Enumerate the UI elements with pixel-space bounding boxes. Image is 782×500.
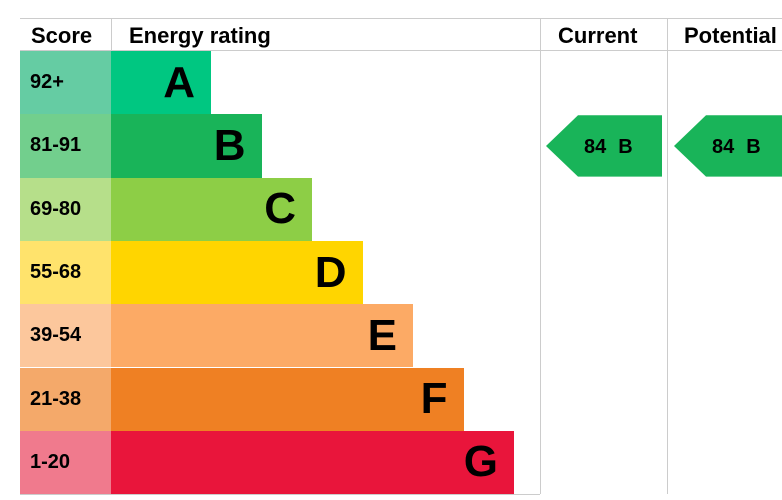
score-cell: 21-38 xyxy=(20,367,111,431)
current-arrow xyxy=(546,115,662,177)
potential-label: 84 B xyxy=(712,136,761,158)
rating-score: 84 xyxy=(584,136,607,158)
rating-bar: D xyxy=(111,240,363,305)
header-border xyxy=(20,50,782,51)
header-current: Current xyxy=(558,23,638,48)
divider xyxy=(540,18,541,494)
header-score: Score xyxy=(31,23,93,48)
rating-bar: F xyxy=(111,367,464,431)
score-cell: 39-54 xyxy=(20,304,111,368)
rating-score: 84 xyxy=(712,136,735,158)
bottom-border xyxy=(20,494,540,495)
score-cell: 69-80 xyxy=(20,177,111,241)
top-border xyxy=(20,18,782,19)
divider xyxy=(667,18,668,494)
score-cell: 55-68 xyxy=(20,240,111,305)
rating-band: B xyxy=(618,136,632,158)
divider xyxy=(111,18,112,51)
rating-bar: A xyxy=(111,51,211,115)
header-rating: Energy rating xyxy=(129,23,271,48)
score-cell: 81-91 xyxy=(20,114,111,178)
rating-bar: B xyxy=(111,114,262,178)
score-cell: 92+ xyxy=(20,51,111,115)
score-cell: 1-20 xyxy=(20,430,111,495)
potential-arrow xyxy=(674,115,782,177)
header-potential: Potential xyxy=(684,23,777,48)
rating-bar: C xyxy=(111,177,312,241)
current-label: 84 B xyxy=(584,136,633,158)
rating-bar: E xyxy=(111,304,413,368)
rating-bar: G xyxy=(111,430,514,495)
rating-band: B xyxy=(746,136,760,158)
